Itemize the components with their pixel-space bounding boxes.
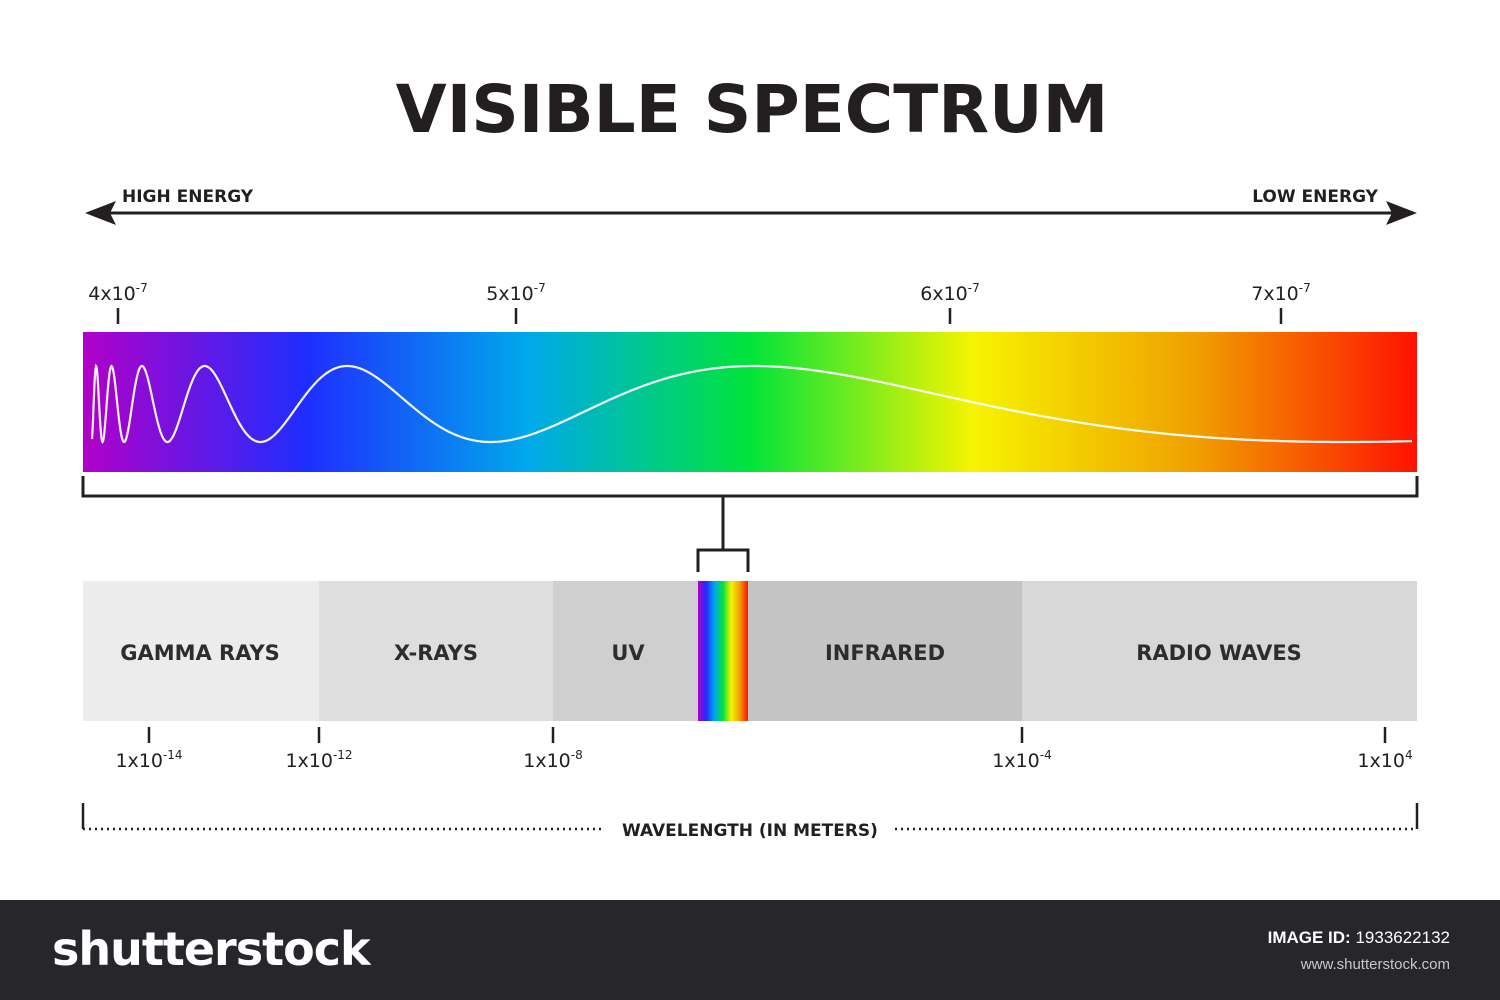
band-label-radio-waves: RADIO WAVES: [1136, 641, 1302, 665]
tick-exponent: -7: [136, 281, 148, 295]
svg-text:1x10-8: 1x10-8: [523, 748, 582, 772]
em-tick-group: 1x10-14 1x10-12 1x10-8 1x10-4 1x104: [115, 727, 1413, 772]
tick-mantissa: 1x10: [523, 750, 571, 772]
band-x-rays: [319, 581, 553, 721]
tick-exponent: -7: [534, 281, 546, 295]
footer-bar: [0, 900, 1500, 1000]
band-infrared: [748, 581, 1022, 721]
visible-spectrum-bar: [83, 332, 1417, 472]
tick-exponent: -8: [571, 748, 583, 762]
visible-tick-5e-7: 5x10-7: [486, 281, 546, 324]
svg-text:1x10-4: 1x10-4: [992, 748, 1051, 772]
svg-text:5x10-7: 5x10-7: [486, 281, 545, 305]
shutterstock-logo: shutterstock: [52, 922, 371, 976]
em-tick-1e4: 1x104: [1357, 727, 1413, 772]
svg-text:7x10-7: 7x10-7: [1251, 281, 1310, 305]
arrow-left-icon: [85, 201, 116, 225]
band-gamma-rays: [83, 581, 319, 721]
wavelength-axis: [81, 803, 1419, 831]
visible-tick-4e-7: 4x10-7: [88, 281, 148, 324]
tick-mantissa: 6x10: [920, 283, 968, 305]
visible-tick-group: 4x10-7 5x10-7 6x10-7 7x10-7: [88, 281, 1311, 324]
svg-text:1x104: 1x104: [1357, 748, 1412, 772]
image-metadata: IMAGE ID: 1933622132 www.shutterstock.co…: [1268, 928, 1450, 973]
band-label-uv: UV: [611, 641, 645, 665]
visible-tick-7e-7: 7x10-7: [1251, 281, 1311, 324]
image-id-value: 1933622132: [1355, 928, 1450, 947]
tick-mantissa: 1x10: [285, 750, 333, 772]
tick-exponent: -4: [1040, 748, 1052, 762]
svg-text:1x10-14: 1x10-14: [115, 748, 182, 772]
tick-mantissa: 1x10: [1357, 750, 1405, 772]
tick-mantissa: 7x10: [1251, 283, 1299, 305]
svg-text:4x10-7: 4x10-7: [88, 281, 147, 305]
band-uv: [553, 581, 698, 721]
wavelength-axis-label: WAVELENGTH (IN METERS): [622, 821, 878, 841]
tick-mantissa: 1x10: [115, 750, 163, 772]
energy-arrow: [85, 201, 1417, 225]
em-tick-1e-14: 1x10-14: [115, 727, 183, 772]
low-energy-label: LOW ENERGY: [1252, 187, 1378, 207]
em-tick-1e-4: 1x10-4: [992, 727, 1052, 772]
arrow-right-icon: [1386, 201, 1417, 225]
tick-mantissa: 5x10: [486, 283, 534, 305]
band-label-x-rays: X-RAYS: [394, 641, 478, 665]
image-id-label: IMAGE ID:: [1267, 928, 1351, 947]
zoom-bracket: [81, 476, 1419, 572]
svg-text:1x10-12: 1x10-12: [285, 748, 352, 772]
em-tick-1e-12: 1x10-12: [285, 727, 353, 772]
band-label-infrared: INFRARED: [825, 641, 945, 665]
tick-exponent: -14: [163, 748, 183, 762]
high-energy-label: HIGH ENERGY: [122, 187, 254, 207]
visible-tick-6e-7: 6x10-7: [920, 281, 980, 324]
band-radio-waves: [1022, 581, 1417, 721]
tick-exponent: 4: [1405, 748, 1413, 762]
tick-exponent: -12: [333, 748, 353, 762]
diagram-title: VISIBLE SPECTRUM: [396, 71, 1109, 148]
tick-mantissa: 4x10: [88, 283, 136, 305]
svg-text:6x10-7: 6x10-7: [920, 281, 979, 305]
light-wave-icon: [90, 363, 1412, 445]
band-label-gamma-rays: GAMMA RAYS: [120, 641, 280, 665]
tick-exponent: -7: [968, 281, 980, 295]
tick-exponent: -7: [1299, 281, 1311, 295]
em-tick-1e-8: 1x10-8: [523, 727, 583, 772]
em-spectrum-bar: [83, 581, 1417, 721]
band-visible: [698, 581, 748, 721]
website-url: www.shutterstock.com: [1300, 956, 1450, 973]
tick-mantissa: 1x10: [992, 750, 1040, 772]
